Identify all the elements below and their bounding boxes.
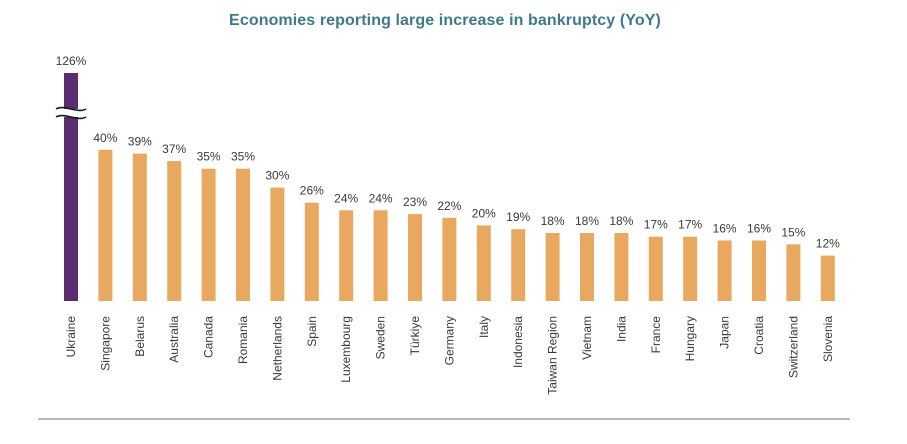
category-label-netherlands: Netherlands	[270, 316, 284, 381]
value-label-canada: 35%	[197, 150, 221, 164]
bar-japan	[717, 240, 732, 301]
footer-divider	[38, 418, 850, 420]
category-label-singapore: Singapore	[98, 316, 112, 371]
value-label-ukraine: 126%	[56, 54, 87, 68]
value-label-netherlands: 30%	[265, 169, 289, 183]
category-label-japan: Japan	[718, 316, 732, 349]
category-label-switzerland: Switzerland	[786, 316, 800, 378]
bar-italy	[476, 225, 491, 301]
bar-singapore	[98, 149, 113, 301]
chart-title: Economies reporting large increase in ba…	[229, 12, 661, 29]
bar-hungary	[683, 236, 698, 301]
axis-break-marker	[55, 106, 87, 120]
category-label-france: France	[649, 316, 663, 354]
bar-netherlands	[270, 187, 285, 301]
bar-indonesia	[511, 229, 526, 301]
bars-layer	[64, 73, 835, 301]
category-label-romania: Romania	[236, 316, 250, 364]
bar-germany	[442, 217, 457, 301]
bar-slovenia	[820, 255, 835, 301]
value-label-switzerland: 15%	[781, 225, 805, 239]
bar-sweden	[373, 210, 388, 301]
bar-ukraine	[64, 73, 78, 301]
category-label-india: India	[614, 316, 628, 342]
category-label-canada: Canada	[202, 316, 216, 358]
value-label-italy: 20%	[472, 206, 496, 220]
value-label-croatia: 16%	[747, 222, 771, 236]
value-label-france: 17%	[644, 218, 668, 232]
bar-switzerland	[786, 244, 801, 301]
category-label-germany: Germany	[442, 316, 456, 365]
value-label-spain: 26%	[300, 184, 324, 198]
bar-taiwan-region	[545, 233, 560, 301]
category-label-indonesia: Indonesia	[511, 316, 525, 368]
value-label-germany: 22%	[437, 199, 461, 213]
value-label-australia: 37%	[162, 142, 186, 156]
value-label-india: 18%	[609, 214, 633, 228]
category-label-t-rkiye: Türkiye	[408, 316, 422, 356]
category-label-croatia: Croatia	[752, 316, 766, 355]
axis-break-line-top	[55, 106, 87, 112]
bar-t-rkiye	[408, 214, 422, 301]
value-label-singapore: 40%	[93, 131, 117, 145]
value-label-hungary: 17%	[678, 218, 702, 232]
category-label-australia: Australia	[167, 316, 181, 363]
axis-break-line-bottom	[55, 114, 87, 120]
axis-break-gap	[62, 109, 80, 117]
category-label-taiwan-region: Taiwan Region	[546, 316, 560, 395]
category-label-ukraine: Ukraine	[64, 316, 78, 358]
bar-australia	[167, 161, 182, 301]
bar-france	[648, 236, 663, 301]
bar-spain	[304, 202, 319, 301]
value-label-indonesia: 19%	[506, 210, 530, 224]
category-label-slovenia: Slovenia	[821, 316, 835, 362]
value-label-luxembourg: 24%	[334, 191, 358, 205]
category-labels-layer: Ukraine Singapore Belarus Australia Canada Ro…	[64, 316, 835, 395]
value-label-belarus: 39%	[128, 135, 152, 149]
category-label-sweden: Sweden	[374, 316, 388, 359]
bar-vietnam	[580, 233, 594, 301]
value-label-romania: 35%	[231, 150, 255, 164]
bar-romania	[236, 168, 250, 301]
value-label-slovenia: 12%	[816, 237, 840, 251]
value-label-t-rkiye: 23%	[403, 195, 427, 209]
value-label-sweden: 24%	[369, 191, 393, 205]
value-labels-layer: 126% 40% 39% 37% 35% 35% 30% 26% 24% 24% 23% 22% 20%…	[56, 54, 840, 251]
bar-croatia	[752, 240, 766, 301]
bar-luxembourg	[339, 210, 354, 301]
category-label-hungary: Hungary	[683, 316, 697, 361]
category-label-italy: Italy	[477, 316, 491, 338]
category-label-luxembourg: Luxembourg	[339, 316, 353, 383]
value-label-japan: 16%	[713, 222, 737, 236]
category-label-belarus: Belarus	[133, 316, 147, 357]
value-label-vietnam: 18%	[575, 214, 599, 228]
bar-india	[614, 233, 629, 301]
bar-belarus	[132, 153, 147, 301]
value-label-taiwan-region: 18%	[541, 214, 565, 228]
category-label-spain: Spain	[305, 316, 319, 347]
category-label-vietnam: Vietnam	[580, 316, 594, 360]
bar-canada	[201, 168, 216, 301]
